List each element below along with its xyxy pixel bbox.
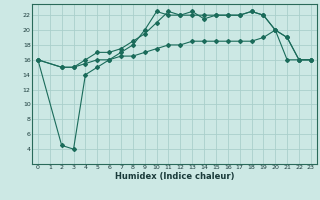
X-axis label: Humidex (Indice chaleur): Humidex (Indice chaleur) xyxy=(115,172,234,181)
